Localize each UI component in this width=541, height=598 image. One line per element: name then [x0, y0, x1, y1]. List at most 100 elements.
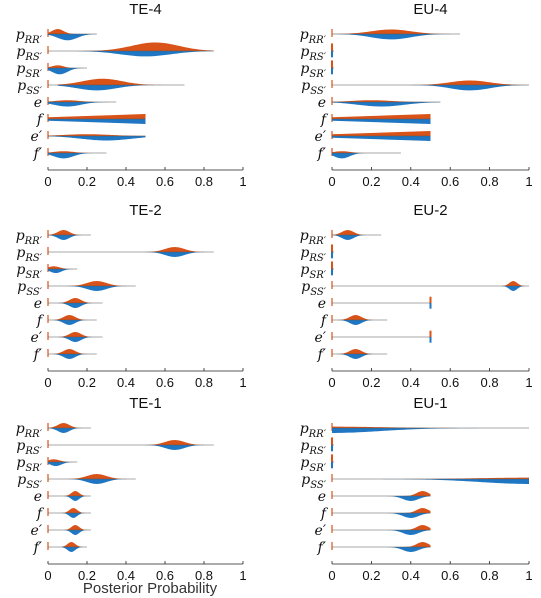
row-label-4: e	[318, 296, 326, 312]
row-label-4: e	[34, 489, 42, 505]
row-label-4: e	[318, 95, 326, 111]
violin-bottom-3	[67, 479, 136, 484]
violin-top-0	[332, 29, 461, 34]
violin-bottom-5	[332, 119, 431, 124]
violin-top-6	[57, 332, 103, 337]
violin-top-6	[429, 330, 432, 337]
violin-bottom-5	[61, 513, 91, 518]
violin-top-0	[48, 29, 87, 34]
violin-bottom-5	[53, 320, 97, 325]
violin-top-1	[145, 247, 214, 252]
x-tick-label: 0.4	[402, 375, 420, 390]
row-label-0: pRR′	[300, 228, 327, 247]
violin-top-3	[489, 281, 529, 286]
violin-bottom-2	[48, 462, 78, 467]
x-tick-label: 0.4	[117, 568, 135, 583]
panel-title: TE-1	[129, 395, 162, 412]
violin-top-5	[48, 114, 146, 119]
violin-bottom-0	[332, 428, 529, 433]
panel-TE-1: TE-1 pRR′pRS′pSR′pSS′efe′f′0 0.2 0.4 0.6 0.8 1	[16, 395, 247, 583]
violin-bottom-3	[332, 479, 529, 484]
violin-top-5	[332, 114, 431, 119]
violin-top-5	[53, 315, 97, 320]
row-label-0: pRR′	[16, 421, 43, 440]
violin-bottom-6	[63, 530, 91, 535]
violin-bottom-2	[331, 68, 333, 75]
x-tick-label: 0	[328, 568, 335, 583]
x-tick-label: 1	[525, 568, 532, 583]
violin-top-7	[48, 151, 107, 153]
row-label-4: e	[34, 95, 42, 111]
x-tick-label: 1	[525, 174, 532, 189]
row-label-2: pSR′	[300, 455, 326, 474]
violin-top-7	[391, 542, 431, 547]
row-label-7: f′	[317, 540, 327, 556]
row-label-1: pRS′	[16, 245, 42, 264]
violin-bottom-1	[331, 252, 333, 259]
x-tick-label: 0.8	[481, 174, 499, 189]
panel-EU-2: EU-2 pRR′pRS′pSR′pSS′efe′f′0 0.2 0.4 0.6 0.8 1	[300, 202, 533, 390]
x-tick-label: 0.4	[402, 174, 420, 189]
panel-title: TE-4	[129, 1, 162, 18]
panel-EU-1: EU-1 pRR′pRS′pSR′pSS′efe′f′0 0.2 0.4 0.6 0.8 1	[300, 395, 533, 583]
violin-top-5	[391, 508, 431, 513]
violin-top-2	[331, 261, 333, 269]
violin-bottom-3	[67, 286, 136, 291]
x-tick-label: 0	[44, 174, 51, 189]
row-label-1: pRS′	[16, 44, 42, 63]
violin-bottom-7	[48, 153, 107, 159]
violin-top-3	[67, 474, 136, 479]
x-tick-label: 0.4	[117, 375, 135, 390]
row-label-1: pRS′	[16, 438, 42, 457]
violin-top-2	[48, 459, 78, 462]
row-label-2: pSR′	[300, 262, 326, 281]
violin-bottom-7	[387, 547, 431, 552]
violin-top-1	[331, 43, 333, 51]
x-tick-label: 0.8	[195, 174, 213, 189]
violin-top-2	[331, 454, 333, 462]
row-label-6: e′	[315, 330, 327, 346]
violin-bottom-2	[331, 462, 333, 469]
row-label-2: pSR′	[16, 262, 42, 281]
violin-top-7	[337, 349, 388, 354]
violin-bottom-0	[48, 428, 91, 433]
row-label-2: pSR′	[300, 61, 326, 80]
x-axis-label: Posterior Probability	[83, 580, 218, 597]
violin-bottom-4	[57, 303, 103, 308]
row-label-3: pSS′	[301, 78, 326, 97]
x-tick-label: 0.2	[78, 174, 96, 189]
violin-top-0	[332, 426, 529, 428]
row-label-4: e	[318, 489, 326, 505]
panel-TE-4: TE-4 pRR′pRS′pSR′pSS′efe′f′0 0.2 0.4 0.6 0.8 1	[16, 1, 247, 189]
x-tick-label: 0.8	[481, 375, 499, 390]
violin-top-7	[53, 349, 97, 354]
row-label-1: pRS′	[300, 438, 326, 457]
violin-top-1	[77, 42, 214, 51]
row-label-5: f	[36, 506, 45, 522]
violin-bottom-3	[400, 85, 529, 91]
row-label-0: pRR′	[300, 421, 327, 440]
row-label-6: e′	[315, 523, 327, 539]
violin-top-2	[48, 266, 78, 269]
violin-top-0	[48, 423, 91, 428]
x-tick-label: 0	[328, 174, 335, 189]
x-tick-label: 0.4	[402, 568, 420, 583]
row-label-7: f′	[317, 146, 327, 162]
violin-bottom-6	[57, 337, 103, 342]
row-label-2: pSR′	[16, 455, 42, 474]
violin-bottom-4	[63, 496, 91, 501]
violin-top-7	[61, 542, 87, 547]
row-label-3: pSS′	[301, 279, 326, 298]
row-label-3: pSS′	[17, 78, 42, 97]
x-tick-label: 0.6	[156, 568, 174, 583]
x-tick-label: 0.8	[195, 568, 213, 583]
x-tick-label: 0.2	[362, 375, 380, 390]
row-label-6: e′	[315, 129, 327, 145]
violin-top-4	[63, 491, 91, 496]
x-tick-label: 0.8	[481, 568, 499, 583]
violin-bottom-4	[387, 496, 431, 501]
x-tick-label: 0.2	[78, 568, 96, 583]
x-tick-label: 0	[44, 375, 51, 390]
row-label-7: f′	[317, 347, 327, 363]
